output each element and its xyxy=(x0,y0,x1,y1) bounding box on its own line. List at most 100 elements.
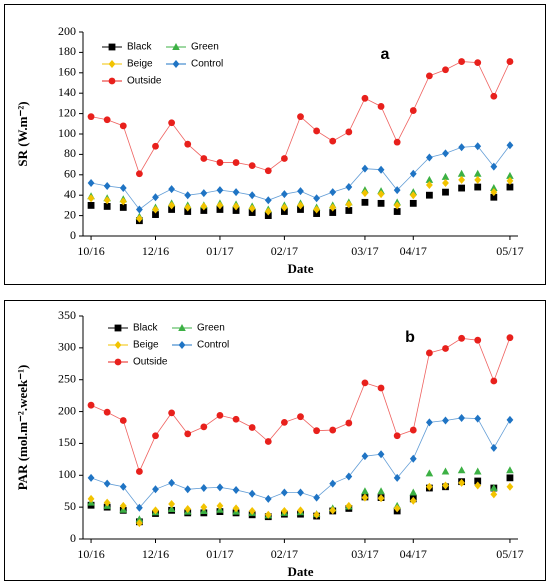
marker xyxy=(232,207,240,214)
marker xyxy=(264,212,272,219)
marker xyxy=(425,191,433,199)
marker xyxy=(458,478,466,487)
y-tick-label: 20 xyxy=(64,207,76,221)
y-tick-label: 50 xyxy=(64,499,76,513)
marker xyxy=(506,334,514,342)
marker xyxy=(506,171,514,179)
marker xyxy=(280,155,288,162)
marker xyxy=(264,438,272,445)
marker xyxy=(297,506,304,515)
marker xyxy=(152,142,159,150)
marker xyxy=(152,205,159,214)
marker xyxy=(393,208,401,215)
marker xyxy=(135,170,143,178)
marker xyxy=(313,205,321,214)
marker xyxy=(264,510,272,519)
y-tick-label: 80 xyxy=(64,146,76,160)
marker xyxy=(184,191,192,200)
marker xyxy=(329,137,337,145)
marker xyxy=(248,506,256,515)
marker xyxy=(200,155,208,162)
marker xyxy=(264,196,272,205)
marker xyxy=(361,379,369,387)
marker xyxy=(280,419,288,426)
marker xyxy=(184,140,192,148)
marker xyxy=(184,430,192,438)
legend-label: Outside xyxy=(127,76,162,87)
marker xyxy=(103,203,111,210)
marker xyxy=(409,107,417,114)
marker xyxy=(490,193,498,201)
marker xyxy=(119,197,127,206)
y-tick-label: 120 xyxy=(58,105,76,119)
marker xyxy=(506,141,514,150)
marker xyxy=(425,482,433,491)
marker xyxy=(313,427,321,435)
marker xyxy=(393,504,401,513)
marker xyxy=(425,181,433,189)
marker xyxy=(409,169,417,178)
marker xyxy=(393,138,401,146)
marker xyxy=(458,413,466,422)
marker xyxy=(441,172,450,180)
marker xyxy=(441,467,450,475)
marker xyxy=(393,432,401,440)
y-tick-label: 350 xyxy=(58,308,76,322)
marker xyxy=(280,203,288,212)
y-tick-label: 140 xyxy=(58,85,76,99)
marker xyxy=(425,175,434,183)
marker xyxy=(458,175,466,184)
x-tick-label: 01/17 xyxy=(206,244,233,258)
marker xyxy=(216,206,224,213)
legend-marker xyxy=(108,77,116,85)
x-tick-label: 03/17 xyxy=(351,244,378,258)
marker xyxy=(377,199,385,207)
marker xyxy=(377,190,385,199)
marker xyxy=(377,165,385,174)
marker xyxy=(297,413,304,421)
marker xyxy=(474,59,482,66)
marker xyxy=(103,116,111,124)
marker xyxy=(200,503,208,512)
x-tick-label: 01/17 xyxy=(206,547,233,561)
marker xyxy=(329,188,337,197)
marker xyxy=(473,467,482,475)
marker xyxy=(361,198,369,206)
marker xyxy=(442,481,449,490)
marker xyxy=(425,72,433,80)
marker xyxy=(345,472,353,481)
marker xyxy=(103,196,111,205)
y-tick-label: 300 xyxy=(58,340,76,354)
x-tick-label: 10/16 xyxy=(77,547,104,561)
marker xyxy=(474,481,482,490)
marker xyxy=(119,501,127,510)
marker xyxy=(264,494,272,503)
marker xyxy=(184,505,192,514)
marker xyxy=(361,164,369,173)
annotation: b xyxy=(405,329,415,346)
marker xyxy=(425,418,433,427)
marker xyxy=(103,182,111,191)
marker xyxy=(152,211,159,218)
marker xyxy=(248,204,256,213)
marker xyxy=(119,204,127,211)
marker xyxy=(168,206,176,213)
legend-label: Outside xyxy=(133,357,168,368)
marker xyxy=(168,119,176,127)
marker xyxy=(409,199,417,207)
marker xyxy=(345,207,353,214)
marker xyxy=(119,122,127,130)
marker xyxy=(442,178,449,187)
marker xyxy=(297,206,304,213)
marker xyxy=(474,183,482,191)
marker xyxy=(361,452,369,461)
marker xyxy=(409,496,417,505)
marker xyxy=(506,183,514,191)
marker xyxy=(280,190,288,199)
marker xyxy=(473,169,482,177)
marker xyxy=(152,506,159,515)
marker xyxy=(490,490,498,499)
marker xyxy=(103,408,111,416)
marker xyxy=(345,128,353,136)
marker xyxy=(393,186,401,195)
